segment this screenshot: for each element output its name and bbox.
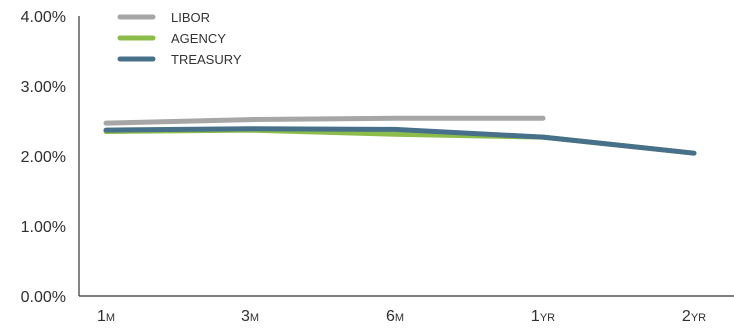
y-tick-label: 2.00% (21, 149, 66, 166)
x-tick-label: 1YR (531, 308, 555, 325)
series-line-libor (103, 115, 546, 126)
x-tick-label-unit: M (106, 312, 115, 324)
x-tick-label-number: 1 (531, 308, 540, 325)
legend-label-treasury: TREASURY (171, 52, 242, 67)
legend-label-libor: LIBOR (171, 10, 210, 25)
x-tick-label-number: 2 (682, 308, 691, 325)
y-tick-label: 3.00% (21, 79, 66, 96)
series-lines (103, 115, 697, 156)
x-tick-label-number: 1 (97, 308, 106, 325)
x-tick-label-number: 3 (241, 308, 250, 325)
y-tick-labels: 0.00% 1.00% 2.00% 3.00% 4.00% (21, 9, 66, 306)
axes (78, 16, 734, 297)
x-tick-label-unit: YR (691, 312, 706, 324)
x-tick-label-unit: M (395, 312, 404, 324)
y-tick-label: 0.00% (21, 289, 66, 306)
x-tick-label-unit: M (250, 312, 259, 324)
x-tick-labels: 1M 3M 6M 1YR 2YR (97, 308, 706, 325)
x-tick-label: 3M (241, 308, 259, 325)
series-line-treasury (103, 126, 697, 156)
x-tick-label: 1M (97, 308, 115, 325)
x-tick-label-unit: YR (540, 312, 555, 324)
legend: LIBOR AGENCY TREASURY (117, 10, 242, 67)
x-tick-label: 2YR (682, 308, 706, 325)
y-tick-label: 1.00% (21, 219, 66, 236)
legend-label-agency: AGENCY (171, 31, 226, 46)
y-tick-label: 4.00% (21, 9, 66, 26)
x-tick-label: 6M (386, 308, 404, 325)
x-tick-label-number: 6 (386, 308, 395, 325)
